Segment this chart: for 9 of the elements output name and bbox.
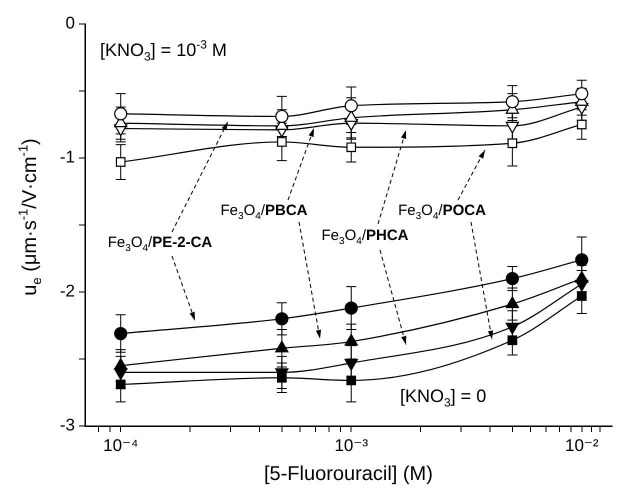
y-axis-title: ue (μm·s-1/V·cm-1) <box>16 138 44 296</box>
x-tick-label: 10⁻⁴ <box>103 436 138 455</box>
y-tick-label: 0 <box>66 14 75 33</box>
y-tick-label: -2 <box>60 282 75 301</box>
x-tick-label: 10⁻² <box>564 436 599 455</box>
x-tick-label: 10⁻³ <box>334 436 368 455</box>
x-axis-title: [5-Fluorouracil] (M) <box>264 463 433 485</box>
y-tick-label: -1 <box>60 148 75 167</box>
y-tick-label: -3 <box>60 416 75 435</box>
